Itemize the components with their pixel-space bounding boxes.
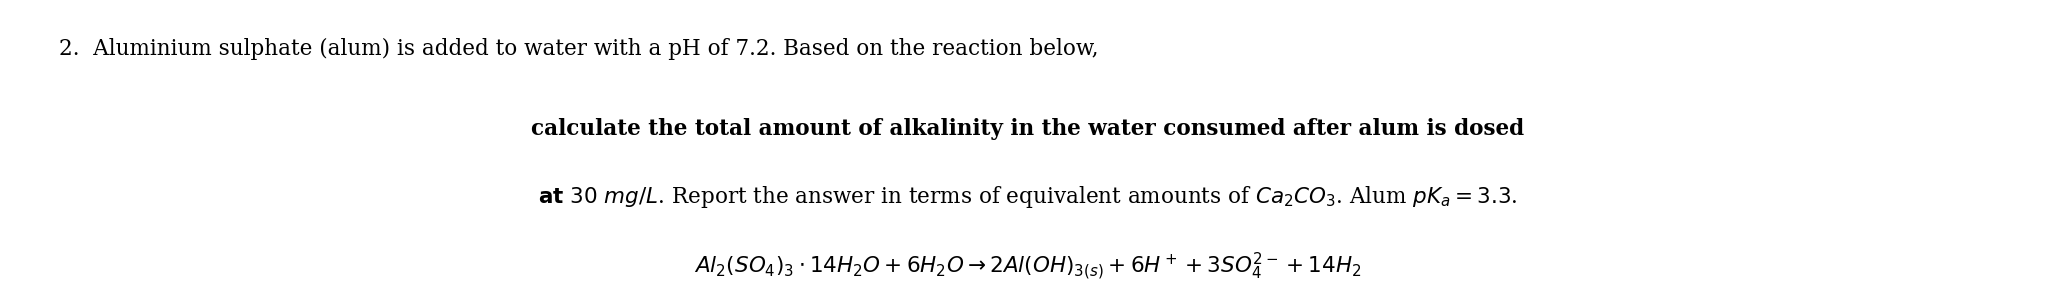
Text: $Al_2(SO_4)_3 \cdot 14H_2O + 6H_2O \rightarrow 2Al(OH)_{3(s)} + 6H^+ + 3SO_4^{2-: $Al_2(SO_4)_3 \cdot 14H_2O + 6H_2O \righ… <box>695 250 1360 282</box>
Text: 2.  Aluminium sulphate (alum) is added to water with a pH of 7.2. Based on the r: 2. Aluminium sulphate (alum) is added to… <box>60 37 1097 59</box>
Text: $\mathbf{at}$ $30\ mg/L$. Report the answer in terms of equivalent amounts of $C: $\mathbf{at}$ $30\ mg/L$. Report the ans… <box>538 184 1517 210</box>
Text: calculate the total amount of alkalinity in the water consumed after alum is dos: calculate the total amount of alkalinity… <box>530 119 1525 140</box>
